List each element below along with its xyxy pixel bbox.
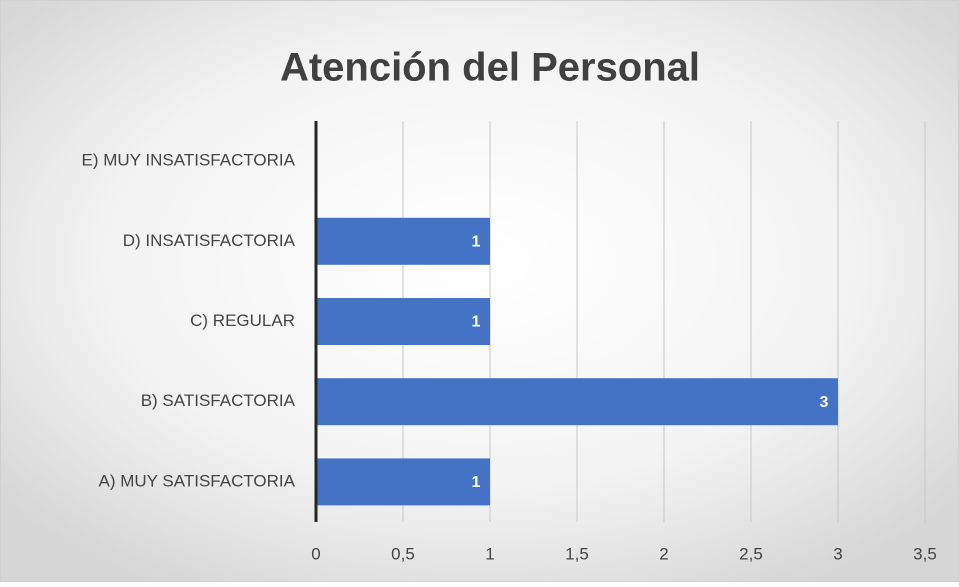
x-tick-label: 0,5 [391, 544, 415, 563]
data-label: 1 [472, 474, 481, 491]
x-tick-label: 2,5 [739, 544, 763, 563]
x-tick-label: 3 [833, 544, 842, 563]
y-tick-label: E) MUY INSATISFACTORIA [82, 151, 296, 170]
x-tick-label: 2 [659, 544, 668, 563]
y-tick-label: D) INSATISFACTORIA [123, 231, 296, 250]
data-label: 1 [472, 234, 481, 251]
x-tick-label: 1 [485, 544, 494, 563]
bar [316, 217, 490, 265]
x-tick-label: 3,5 [913, 544, 937, 563]
bar [316, 378, 838, 426]
data-label: 1 [472, 314, 481, 331]
x-tick-label: 0 [311, 544, 320, 563]
y-tick-label: A) MUY SATISFACTORIA [99, 471, 296, 490]
bar [316, 458, 490, 506]
y-tick-label: C) REGULAR [190, 311, 295, 330]
bar [316, 298, 490, 345]
x-tick-label: 1,5 [565, 544, 589, 563]
chart-title: Atención del Personal [280, 46, 700, 90]
y-tick-label: B) SATISFACTORIA [141, 391, 296, 410]
data-label: 3 [820, 394, 829, 411]
